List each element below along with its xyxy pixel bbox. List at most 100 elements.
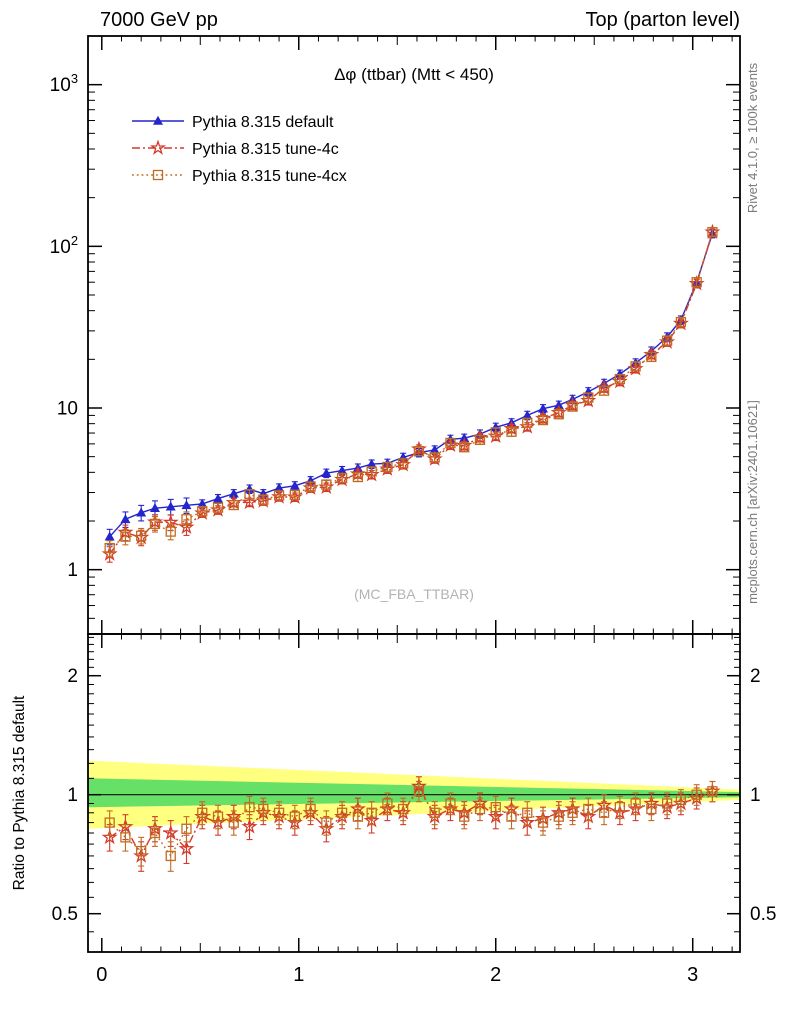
square-marker — [197, 807, 208, 818]
square-marker — [490, 427, 501, 438]
square-marker — [429, 452, 440, 463]
series-line — [109, 784, 713, 858]
triangle-marker — [522, 410, 533, 420]
square-marker — [149, 518, 161, 530]
square-marker — [614, 802, 625, 813]
square-marker — [675, 316, 687, 328]
legend: Pythia 8.315 default Pythia 8.315 tune-4… — [192, 114, 347, 185]
star-marker — [162, 824, 179, 840]
square-marker — [398, 803, 409, 815]
square-marker — [614, 373, 625, 385]
square-marker — [537, 817, 549, 828]
square-marker — [321, 817, 332, 828]
square-marker — [583, 803, 594, 815]
square-marker — [336, 807, 348, 818]
square-marker — [459, 442, 470, 453]
square-marker — [258, 803, 269, 815]
triangle-marker — [197, 498, 208, 508]
triangle-marker — [244, 483, 255, 493]
ratio-series-square — [104, 780, 718, 872]
square-marker — [583, 392, 594, 403]
square-marker — [305, 481, 316, 492]
main-frame — [87, 35, 741, 635]
triangle-marker — [136, 507, 147, 517]
square-marker — [553, 409, 564, 420]
axis-tick-label: 0.5 — [750, 904, 776, 925]
square-marker — [661, 798, 673, 809]
axis-tick-label: 1 — [750, 785, 761, 806]
legend-label-default: Pythia 8.315 default — [192, 114, 334, 131]
square-marker — [120, 832, 131, 843]
watermark-analysis-code: (MC_FBA_TTBAR) — [354, 586, 474, 602]
star-marker — [241, 818, 258, 834]
square-marker — [352, 471, 364, 483]
axis-tick-label: 102 — [50, 233, 78, 258]
square-marker — [382, 798, 393, 809]
triangle-marker — [289, 480, 300, 490]
square-marker — [152, 169, 164, 181]
main-series-square — [104, 226, 718, 557]
triangle-marker — [120, 514, 131, 524]
square-marker — [445, 798, 456, 809]
axis-tick-label: 2 — [490, 964, 501, 986]
triangle-marker — [321, 468, 332, 478]
square-marker — [136, 845, 147, 857]
ratio-axis-label: Ratio to Pythia 8.315 default — [11, 695, 28, 890]
axis-tick-label: 0 — [96, 964, 107, 986]
square-marker — [120, 531, 131, 542]
square-marker — [691, 789, 702, 800]
side-note-rivet-version: Rivet 4.1.0, ≥ 100k events — [745, 62, 760, 213]
axis-tick-label: 1 — [293, 964, 304, 986]
triangle-marker — [165, 501, 176, 511]
triangle-marker — [490, 422, 501, 432]
square-marker — [305, 803, 316, 815]
star-marker — [241, 493, 258, 510]
square-marker — [228, 499, 239, 511]
square-marker — [258, 494, 269, 505]
square-marker — [244, 489, 255, 500]
square-marker — [490, 802, 501, 813]
square-marker — [459, 811, 470, 822]
square-marker — [537, 414, 549, 426]
square-marker — [630, 361, 641, 372]
square-marker — [336, 472, 348, 484]
header-beam-label: 7000 GeV pp — [100, 9, 218, 31]
square-marker — [598, 385, 610, 396]
axis-tick-label: 2 — [67, 666, 78, 687]
axis-tick-label: 0.5 — [52, 904, 78, 925]
axis-tick-label: 1 — [67, 785, 78, 806]
axis-tick-label: 10 — [57, 398, 78, 419]
legend-sample-square — [132, 169, 184, 181]
square-marker — [273, 490, 285, 501]
square-marker — [707, 226, 718, 238]
legend-label-tune4c: Pythia 8.315 tune-4c — [192, 141, 339, 158]
square-marker — [165, 526, 176, 537]
triangle-marker — [181, 500, 192, 510]
square-marker — [244, 802, 255, 813]
square-marker — [382, 461, 393, 473]
square-marker — [522, 807, 533, 818]
triangle-marker — [274, 482, 285, 492]
series-line — [109, 233, 714, 538]
star-marker — [178, 840, 195, 856]
axis-tick-label: 3 — [687, 964, 698, 986]
side-note-mcplots-arxiv: mcplots.cern.ch [arXiv:2401.10621] — [745, 400, 760, 604]
square-marker — [429, 807, 440, 818]
main-series-star — [101, 223, 721, 563]
square-marker — [567, 807, 578, 818]
triangle-marker — [149, 502, 160, 512]
legend-sample-star — [132, 139, 184, 155]
square-marker — [181, 823, 192, 834]
axis-tick-label: 2 — [750, 666, 761, 687]
triangle-marker — [538, 403, 549, 413]
square-marker — [506, 426, 517, 437]
square-marker — [321, 479, 332, 490]
square-marker — [413, 445, 425, 457]
square-marker — [474, 803, 486, 815]
series-line — [109, 790, 713, 858]
square-marker — [691, 277, 702, 288]
square-marker — [553, 811, 564, 822]
axis-tick-label: 103 — [50, 71, 78, 96]
square-marker — [104, 542, 115, 554]
